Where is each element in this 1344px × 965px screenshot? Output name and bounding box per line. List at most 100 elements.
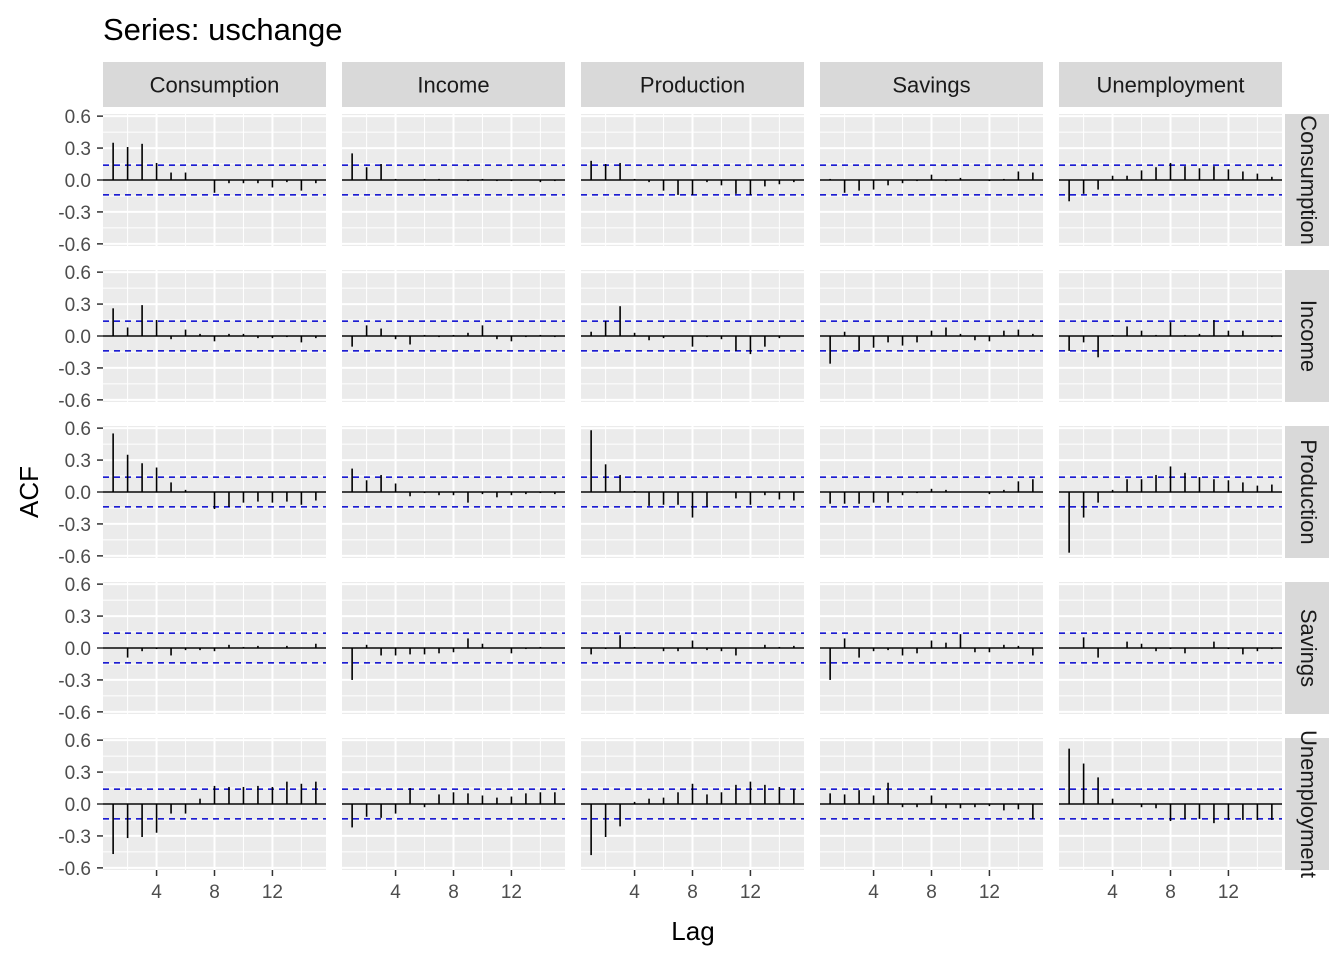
x-tick-label: 8 — [1165, 882, 1176, 903]
x-tick-label: 12 — [262, 882, 283, 903]
panel-income-savings — [820, 270, 1043, 402]
x-tick-label: 8 — [926, 882, 937, 903]
strip-background — [1285, 270, 1329, 402]
y-tick-label: -0.6 — [58, 391, 91, 412]
y-tick-label: 0.6 — [65, 419, 91, 440]
row-strip-label: Savings — [1296, 609, 1321, 687]
column-strip-label: Production — [640, 73, 745, 98]
strip-background — [1285, 114, 1329, 246]
x-tick-label: 4 — [390, 882, 401, 903]
y-tick-label: 0.3 — [65, 139, 91, 160]
y-tick-label: 0.0 — [65, 795, 91, 816]
y-tick-label: 0.6 — [65, 731, 91, 752]
strip-background — [1285, 582, 1329, 714]
column-strip-savings: Savings — [820, 62, 1043, 107]
y-tick-label: -0.6 — [58, 235, 91, 256]
row-strip-consumption: Consumption — [1285, 114, 1329, 246]
row-strip-label: Consumption — [1296, 115, 1321, 245]
y-tick-label: 0.3 — [65, 451, 91, 472]
panel-consumption-income — [342, 114, 565, 246]
row-strip-label: Income — [1296, 300, 1321, 372]
x-axis-col-income: 4 8 12 — [390, 870, 522, 903]
x-axis-label: Lag — [671, 916, 714, 946]
y-tick-label: -0.6 — [58, 703, 91, 724]
row-strip-unemployment: Unemployment — [1285, 730, 1329, 878]
panel-income-income — [342, 270, 565, 402]
panel-income-production — [581, 270, 804, 402]
x-axes: 4 8 12 4 8 12 4 8 12 4 8 12 4 8 12 — [151, 870, 1239, 903]
panel-income-unemployment — [1059, 270, 1282, 402]
y-axis-row-consumption: 0.6 0.3 0.0 -0.3 -0.6 — [58, 107, 103, 256]
panel-consumption-unemployment — [1059, 114, 1282, 246]
panels-layer — [103, 114, 1282, 870]
x-tick-label: 4 — [629, 882, 640, 903]
column-strips: Consumption Income Production Savings Unempl… — [103, 62, 1282, 107]
x-tick-label: 12 — [1218, 882, 1239, 903]
column-strip-label: Consumption — [150, 73, 280, 98]
y-tick-label: -0.6 — [58, 859, 91, 880]
y-tick-label: -0.3 — [58, 359, 91, 380]
y-tick-label: -0.6 — [58, 547, 91, 568]
strip-background — [820, 62, 1043, 107]
y-tick-label: -0.3 — [58, 203, 91, 224]
y-tick-label: 0.6 — [65, 107, 91, 128]
panel-savings-income — [342, 582, 565, 714]
chart-title: Series: uschange — [103, 12, 343, 47]
y-tick-label: 0.6 — [65, 575, 91, 596]
row-strip-production: Production — [1285, 426, 1329, 558]
y-axis-row-savings: 0.6 0.3 0.0 -0.3 -0.6 — [58, 575, 103, 724]
x-tick-label: 12 — [740, 882, 761, 903]
y-axis-row-production: 0.6 0.3 0.0 -0.3 -0.6 — [58, 419, 103, 568]
y-tick-label: 0.0 — [65, 639, 91, 660]
panel-consumption-savings — [820, 114, 1043, 246]
x-axis-col-production: 4 8 12 — [629, 870, 761, 903]
panel-savings-savings — [820, 582, 1043, 714]
panel-production-savings — [820, 426, 1043, 558]
panel-consumption-consumption — [103, 114, 326, 246]
panel-savings-production — [581, 582, 804, 714]
y-tick-label: -0.3 — [58, 671, 91, 692]
row-strip-label: Unemployment — [1296, 730, 1321, 878]
y-axis-row-unemployment: 0.6 0.3 0.0 -0.3 -0.6 — [58, 731, 103, 880]
x-tick-label: 4 — [1107, 882, 1118, 903]
row-strip-income: Income — [1285, 270, 1329, 402]
column-strip-label: Income — [417, 73, 489, 98]
y-tick-label: 0.3 — [65, 607, 91, 628]
strip-background — [1059, 62, 1282, 107]
column-strip-unemployment: Unemployment — [1059, 62, 1282, 107]
column-strip-consumption: Consumption — [103, 62, 326, 107]
panel-production-income — [342, 426, 565, 558]
panel-savings-unemployment — [1059, 582, 1282, 714]
panel-production-production — [581, 426, 804, 558]
y-tick-label: 0.0 — [65, 171, 91, 192]
x-tick-label: 4 — [151, 882, 162, 903]
y-tick-label: 0.6 — [65, 263, 91, 284]
x-tick-label: 8 — [448, 882, 459, 903]
strip-background — [1285, 738, 1329, 870]
panel-unemployment-production — [581, 738, 804, 870]
strip-background — [581, 62, 804, 107]
y-tick-label: 0.3 — [65, 763, 91, 784]
x-tick-label: 8 — [209, 882, 220, 903]
x-axis-col-consumption: 4 8 12 — [151, 870, 283, 903]
x-tick-label: 12 — [501, 882, 522, 903]
panel-unemployment-consumption — [103, 738, 326, 870]
panel-unemployment-income — [342, 738, 565, 870]
y-tick-label: 0.0 — [65, 483, 91, 504]
x-tick-label: 12 — [979, 882, 1000, 903]
row-strips: Consumption Income Production Savings Unempl… — [1285, 114, 1329, 878]
column-strip-label: Savings — [892, 73, 970, 98]
y-tick-label: -0.3 — [58, 827, 91, 848]
y-axis-row-income: 0.6 0.3 0.0 -0.3 -0.6 — [58, 263, 103, 412]
panel-income-consumption — [103, 270, 326, 402]
column-strip-income: Income — [342, 62, 565, 107]
panel-production-unemployment — [1059, 426, 1282, 558]
strip-background — [342, 62, 565, 107]
strip-background — [103, 62, 326, 107]
y-tick-label: -0.3 — [58, 515, 91, 536]
panel-unemployment-unemployment — [1059, 738, 1282, 870]
column-strip-production: Production — [581, 62, 804, 107]
y-tick-label: 0.0 — [65, 327, 91, 348]
column-strip-label: Unemployment — [1097, 73, 1245, 98]
